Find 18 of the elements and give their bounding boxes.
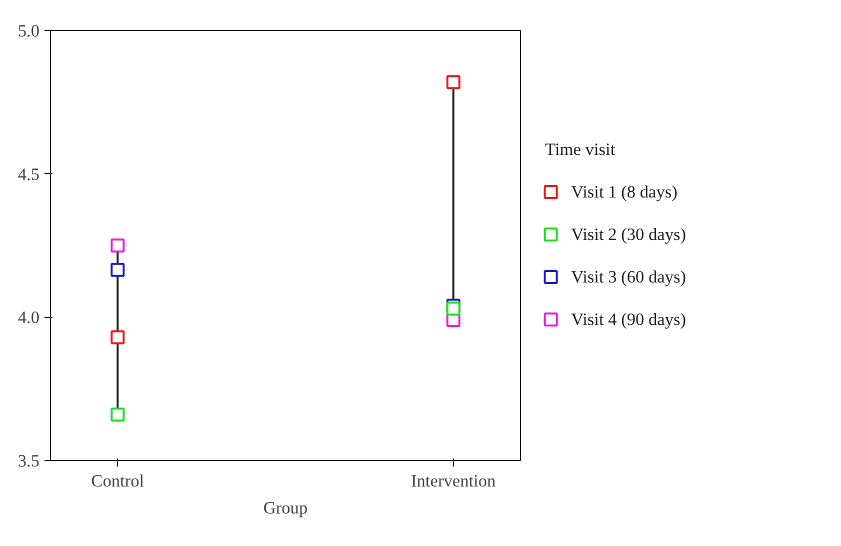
y-tick-label: 4.0 xyxy=(18,308,40,328)
point xyxy=(110,408,125,422)
x-axis-title: Group xyxy=(263,498,308,518)
legend-title: Time visit xyxy=(545,140,616,159)
point xyxy=(446,302,460,316)
point xyxy=(110,330,125,344)
y-tick-label: 4.5 xyxy=(18,164,40,184)
legend-label: Visit 2 (30 days) xyxy=(571,225,686,244)
y-tick-label: 5.0 xyxy=(18,22,40,40)
x-tick-label: Control xyxy=(91,472,144,490)
legend-label: Visit 4 (90 days) xyxy=(571,310,686,329)
x-tick-label: Intervention xyxy=(411,472,496,490)
legend-label: Visit 3 (60 days) xyxy=(571,268,686,286)
point xyxy=(110,238,125,252)
point xyxy=(110,262,125,277)
point xyxy=(446,75,460,90)
legend-label: Visit 1 (8 days) xyxy=(571,182,678,202)
y-tick-label: 3.5 xyxy=(18,452,40,470)
